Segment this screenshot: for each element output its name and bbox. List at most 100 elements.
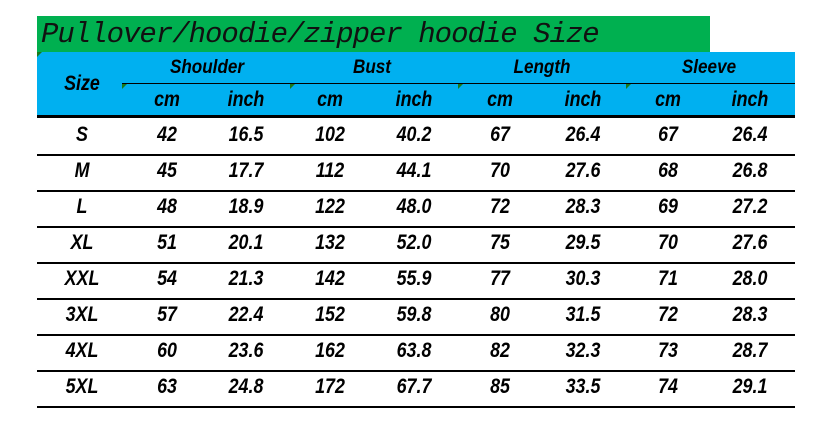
size-value: 152 <box>315 303 345 326</box>
size-value: 54 <box>157 267 177 290</box>
size-value: 69 <box>658 195 678 218</box>
header-group: Shoulder <box>169 57 244 78</box>
size-value: 73 <box>658 339 678 362</box>
header-unit: cm <box>655 88 681 111</box>
size-value: 48.0 <box>396 195 432 218</box>
header-group: Bust <box>352 57 391 78</box>
cell-marker <box>458 84 463 89</box>
size-value: 28.0 <box>732 267 768 290</box>
size-value: 60 <box>157 339 177 362</box>
size-value: 71 <box>658 267 678 290</box>
size-value: 57 <box>157 303 177 326</box>
size-value: 75 <box>490 231 510 254</box>
size-value: 42 <box>157 123 177 146</box>
size-value: 23.6 <box>228 339 264 362</box>
size-value: 32.3 <box>565 339 601 362</box>
header-unit: cm <box>487 88 513 111</box>
size-value: 24.8 <box>228 375 264 398</box>
size-value: 30.3 <box>565 267 601 290</box>
size-value: 26.8 <box>732 159 768 182</box>
size-value: 59.8 <box>396 303 432 326</box>
size-value: 26.4 <box>565 123 601 146</box>
cell-marker <box>290 84 295 89</box>
size-value: 122 <box>315 195 345 218</box>
header-group: Length <box>512 57 570 78</box>
size-value: 67 <box>490 123 510 146</box>
size-label: S <box>76 123 88 146</box>
size-value: 45 <box>157 159 177 182</box>
size-value: 70 <box>658 231 678 254</box>
size-value: 40.2 <box>396 123 432 146</box>
size-label: 5XL <box>65 375 99 398</box>
size-value: 82 <box>490 339 510 362</box>
size-label: M <box>74 159 90 182</box>
table-row: 4XL 60 23.6 162 63.8 82 32.3 73 28.7 <box>37 334 795 372</box>
header-unit: inch <box>227 88 265 111</box>
header-divider <box>122 83 795 84</box>
size-value: 72 <box>490 195 510 218</box>
size-value: 20.1 <box>228 231 264 254</box>
size-value: 33.5 <box>565 375 601 398</box>
size-value: 172 <box>315 375 345 398</box>
size-value: 112 <box>315 159 345 182</box>
size-value: 51 <box>157 231 177 254</box>
size-label: 3XL <box>65 303 99 326</box>
header-unit: inch <box>731 88 769 111</box>
header-group: Sleeve <box>681 57 737 78</box>
table-row: M 45 17.7 112 44.1 70 27.6 68 26.8 <box>37 154 795 192</box>
size-label: XL <box>70 231 94 254</box>
size-value: 27.6 <box>565 159 601 182</box>
size-value: 31.5 <box>565 303 601 326</box>
size-value: 17.7 <box>228 159 264 182</box>
size-value: 22.4 <box>228 303 264 326</box>
size-value: 67.7 <box>396 375 432 398</box>
size-value: 52.0 <box>396 231 432 254</box>
size-value: 162 <box>315 339 345 362</box>
header-unit: cm <box>317 88 343 111</box>
header-unit: inch <box>564 88 602 111</box>
size-value: 28.7 <box>732 339 768 362</box>
size-value: 132 <box>315 231 345 254</box>
size-value: 28.3 <box>565 195 601 218</box>
size-value: 68 <box>658 159 678 182</box>
table-row: 5XL 63 24.8 172 67.7 85 33.5 74 29.1 <box>37 370 795 408</box>
size-label: 4XL <box>65 339 99 362</box>
size-value: 67 <box>658 123 678 146</box>
size-value: 102 <box>315 123 345 146</box>
table-row: 3XL 57 22.4 152 59.8 80 31.5 72 28.3 <box>37 298 795 336</box>
size-label: L <box>76 195 88 218</box>
size-value: 27.6 <box>732 231 768 254</box>
cell-marker <box>37 52 42 57</box>
size-value: 63.8 <box>396 339 432 362</box>
cell-marker <box>122 84 127 89</box>
size-value: 55.9 <box>396 267 432 290</box>
size-label: XXL <box>64 267 100 290</box>
size-value: 26.4 <box>732 123 768 146</box>
table-row: XL 51 20.1 132 52.0 75 29.5 70 27.6 <box>37 226 795 264</box>
size-value: 29.5 <box>565 231 601 254</box>
header-unit: inch <box>395 88 433 111</box>
header-size: Size <box>64 72 100 95</box>
size-value: 44.1 <box>396 159 432 182</box>
table-row: L 48 18.9 122 48.0 72 28.3 69 27.2 <box>37 190 795 228</box>
size-value: 28.3 <box>732 303 768 326</box>
table-header: Size Shoulder Bust Length Sleeve cm inch cm inch… <box>37 52 795 118</box>
size-value: 18.9 <box>228 195 264 218</box>
size-value: 63 <box>157 375 177 398</box>
cell-marker <box>626 84 631 89</box>
size-value: 21.3 <box>228 267 264 290</box>
size-value: 70 <box>490 159 510 182</box>
size-value: 16.5 <box>228 123 264 146</box>
size-value: 29.1 <box>732 375 768 398</box>
size-value: 74 <box>658 375 678 398</box>
size-chart-title: Pullover/hoodie/zipper hoodie Size <box>41 18 600 51</box>
table-row: XXL 54 21.3 142 55.9 77 30.3 71 28.0 <box>37 262 795 300</box>
table-row: S 42 16.5 102 40.2 67 26.4 67 26.4 <box>37 118 795 156</box>
size-value: 85 <box>490 375 510 398</box>
header-unit: cm <box>154 88 180 111</box>
size-value: 77 <box>490 267 510 290</box>
size-value: 142 <box>315 267 345 290</box>
size-value: 80 <box>490 303 510 326</box>
size-value: 72 <box>658 303 678 326</box>
size-chart-title-bar: Pullover/hoodie/zipper hoodie Size <box>37 16 710 52</box>
